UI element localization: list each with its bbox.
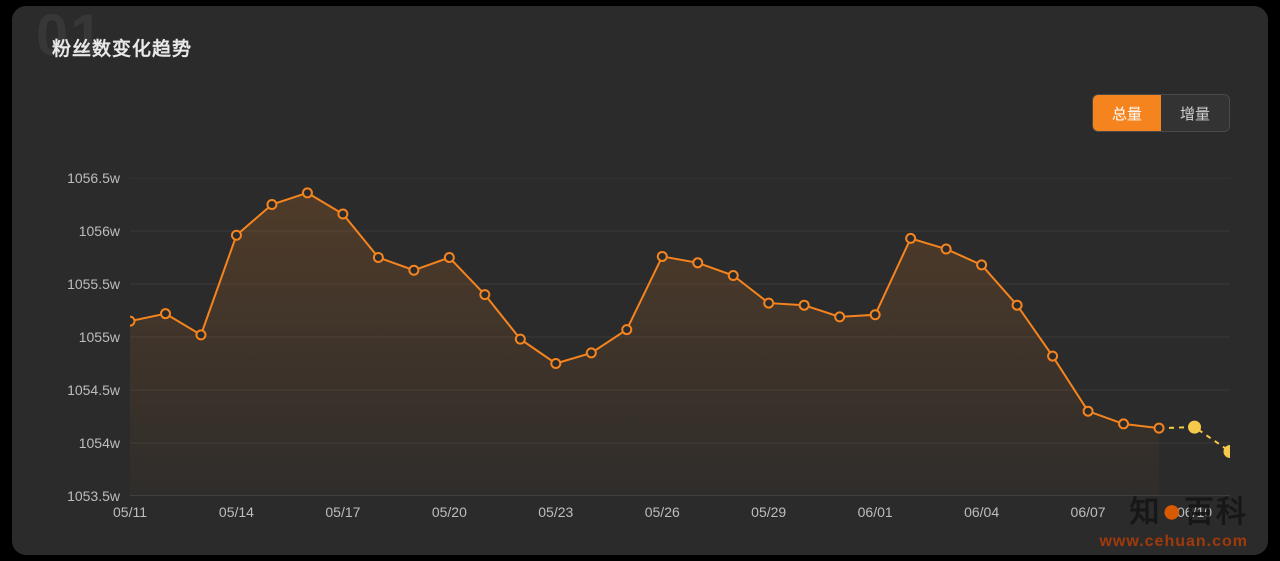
x-axis-label: 05/11: [113, 504, 147, 520]
x-axis-label: 06/07: [1071, 504, 1106, 520]
x-axis-label: 06/01: [858, 504, 893, 520]
chart-area: 1053.5w1054w1054.5w1055w1055.5w1056w1056…: [42, 178, 1242, 524]
x-axis-label: 05/26: [645, 504, 680, 520]
toggle-delta-button[interactable]: 增量: [1161, 95, 1229, 131]
y-axis-label: 1054.5w: [67, 382, 120, 398]
y-axis-label: 1053.5w: [67, 488, 120, 504]
y-axis-label: 1056.5w: [67, 170, 120, 186]
y-axis-label: 1054w: [79, 435, 120, 451]
x-axis-label: 06/10: [1177, 504, 1212, 520]
x-axis-label: 06/04: [964, 504, 999, 520]
watermark-url: www.cehuan.com: [1099, 533, 1248, 551]
y-axis-label: 1055w: [79, 329, 120, 345]
x-axis-label: 05/17: [325, 504, 360, 520]
y-axis-label: 1055.5w: [67, 276, 120, 292]
x-axis-label: 05/20: [432, 504, 467, 520]
x-axis-label: 05/29: [751, 504, 786, 520]
x-axis-label: 05/23: [538, 504, 573, 520]
chart-title: 粉丝数变化趋势: [52, 34, 192, 61]
y-axis-label: 1056w: [79, 223, 120, 239]
chart-card: 01 粉丝数变化趋势 总量 增量 1053.5w1054w1054.5w1055…: [12, 6, 1268, 555]
toggle-total-button[interactable]: 总量: [1093, 95, 1161, 131]
metric-toggle: 总量 增量: [1092, 94, 1230, 132]
x-axis-label: 05/14: [219, 504, 254, 520]
line-chart-svg: [130, 178, 1230, 496]
